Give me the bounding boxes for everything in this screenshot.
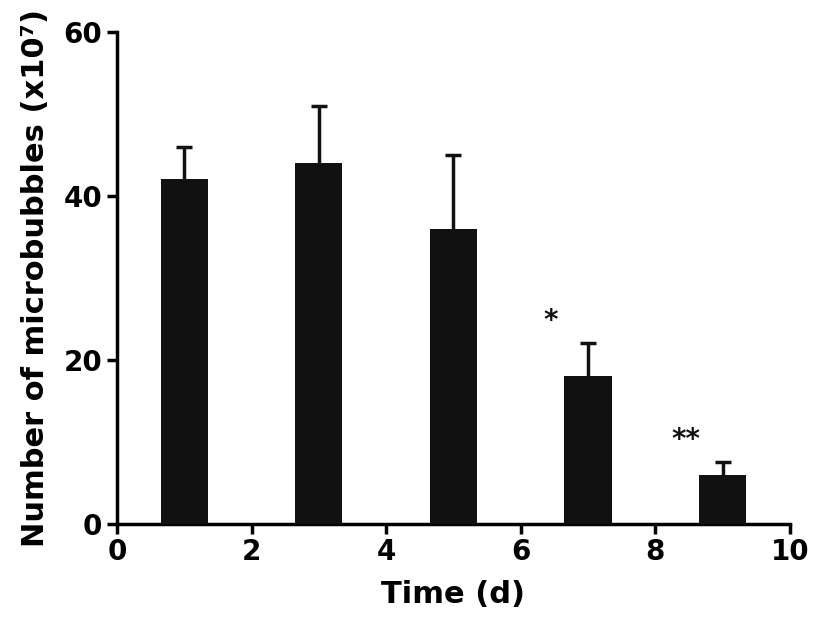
Y-axis label: Number of microbubbles (x10⁷): Number of microbubbles (x10⁷) xyxy=(21,9,50,547)
X-axis label: Time (d): Time (d) xyxy=(382,580,525,609)
Bar xyxy=(295,163,343,524)
Bar xyxy=(161,180,208,524)
Text: **: ** xyxy=(671,426,700,454)
Bar xyxy=(564,376,612,524)
Bar xyxy=(699,474,746,524)
Bar xyxy=(430,229,477,524)
Text: *: * xyxy=(544,307,559,335)
